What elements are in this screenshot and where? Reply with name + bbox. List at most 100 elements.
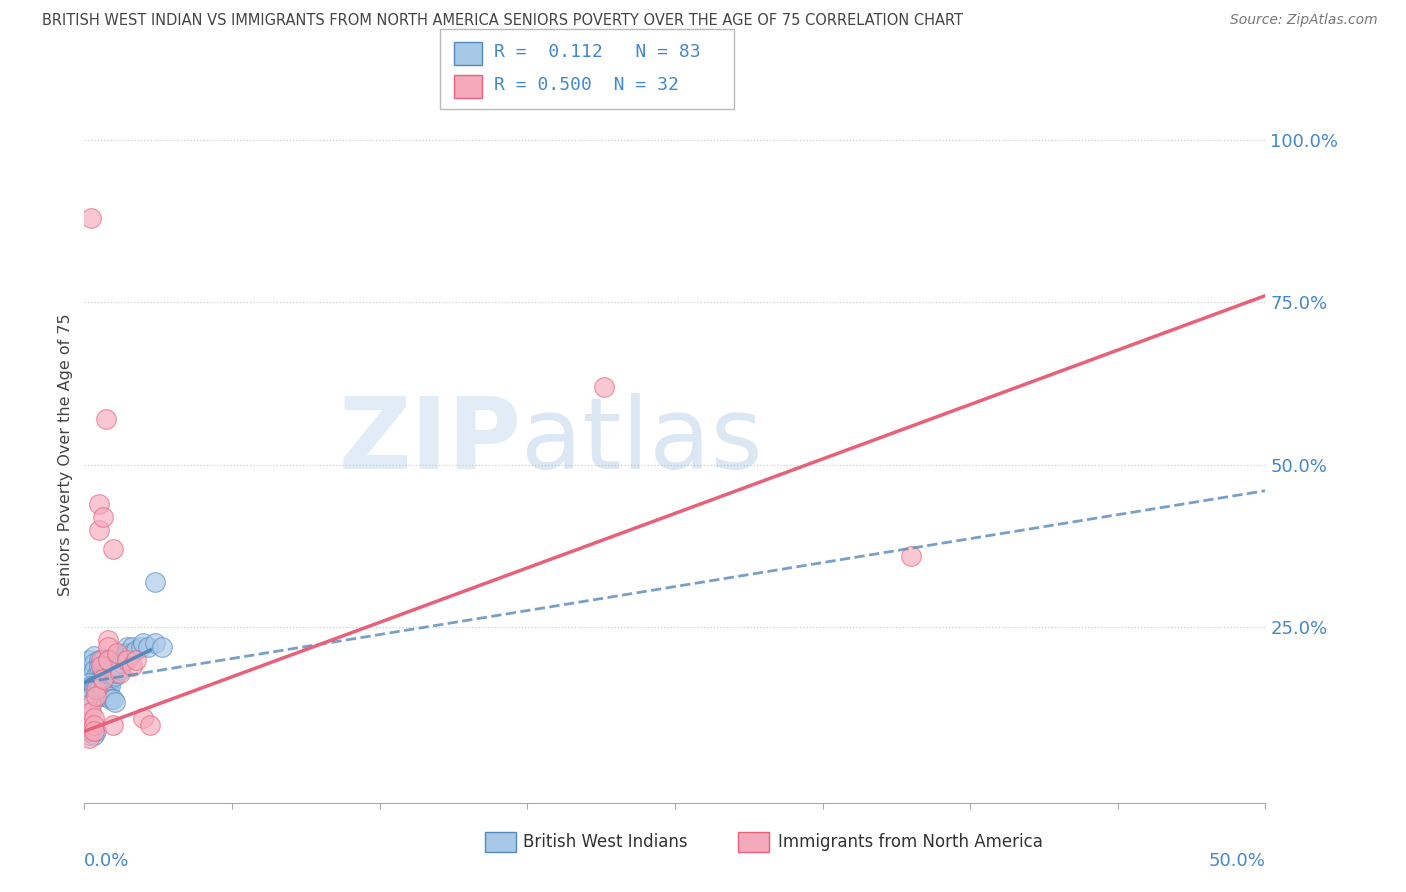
Text: R = 0.500  N = 32: R = 0.500 N = 32 bbox=[494, 76, 678, 94]
Point bbox=[91, 653, 114, 667]
Text: 50.0%: 50.0% bbox=[1209, 852, 1265, 870]
Point bbox=[104, 663, 127, 677]
Point bbox=[87, 681, 110, 696]
Point bbox=[101, 542, 124, 557]
Point bbox=[77, 718, 100, 732]
Point bbox=[97, 665, 120, 680]
Point bbox=[98, 665, 121, 680]
Point bbox=[118, 649, 141, 664]
Point bbox=[121, 640, 143, 654]
Point bbox=[115, 646, 138, 660]
Point bbox=[91, 509, 114, 524]
Point bbox=[84, 675, 107, 690]
Point bbox=[94, 656, 117, 670]
Point bbox=[108, 663, 131, 677]
Point bbox=[83, 724, 105, 739]
Point bbox=[101, 665, 124, 680]
Point bbox=[132, 636, 155, 650]
Point bbox=[87, 497, 110, 511]
Point bbox=[84, 681, 107, 696]
Point bbox=[593, 379, 616, 393]
Point bbox=[150, 640, 173, 654]
Text: R =  0.112   N = 83: R = 0.112 N = 83 bbox=[494, 43, 700, 61]
Point bbox=[83, 656, 105, 670]
Point bbox=[114, 646, 136, 660]
Point bbox=[143, 574, 166, 589]
Point bbox=[115, 640, 138, 654]
Text: ZIP: ZIP bbox=[339, 392, 522, 490]
Point bbox=[90, 659, 112, 673]
Point bbox=[97, 672, 120, 686]
Y-axis label: Seniors Poverty Over the Age of 75: Seniors Poverty Over the Age of 75 bbox=[58, 314, 73, 596]
Point bbox=[91, 672, 114, 686]
Point bbox=[77, 731, 100, 745]
Point bbox=[107, 659, 129, 673]
Point bbox=[91, 685, 114, 699]
Point bbox=[91, 663, 114, 677]
Point bbox=[107, 665, 129, 680]
Point bbox=[83, 681, 105, 696]
Point bbox=[125, 643, 148, 657]
Point bbox=[111, 649, 134, 664]
Point bbox=[87, 523, 110, 537]
Point bbox=[108, 665, 131, 680]
Point bbox=[94, 412, 117, 426]
Point bbox=[98, 659, 121, 673]
Point bbox=[121, 659, 143, 673]
Text: 0.0%: 0.0% bbox=[84, 852, 129, 870]
Point bbox=[104, 695, 127, 709]
Point bbox=[83, 718, 105, 732]
Point bbox=[87, 653, 110, 667]
Point bbox=[139, 718, 162, 732]
Point bbox=[77, 675, 100, 690]
Point bbox=[108, 653, 131, 667]
Point bbox=[84, 681, 107, 696]
Point bbox=[84, 685, 107, 699]
Point bbox=[97, 653, 120, 667]
Point bbox=[83, 649, 105, 664]
Point bbox=[98, 691, 121, 706]
Point bbox=[84, 724, 107, 739]
Point bbox=[91, 681, 114, 696]
Text: Immigrants from North America: Immigrants from North America bbox=[778, 833, 1042, 851]
Point bbox=[97, 659, 120, 673]
Point bbox=[90, 685, 112, 699]
Point bbox=[98, 679, 121, 693]
Point bbox=[77, 669, 100, 683]
Point bbox=[83, 679, 105, 693]
Point bbox=[98, 672, 121, 686]
Point bbox=[94, 689, 117, 703]
Point bbox=[83, 727, 105, 741]
Point bbox=[80, 211, 103, 225]
Point bbox=[90, 681, 112, 696]
Point bbox=[76, 698, 98, 713]
Point bbox=[91, 675, 114, 690]
Point bbox=[80, 705, 103, 719]
Point bbox=[90, 675, 112, 690]
Point bbox=[80, 679, 103, 693]
Point bbox=[84, 689, 107, 703]
Text: atlas: atlas bbox=[522, 392, 763, 490]
Point bbox=[101, 659, 124, 673]
Point bbox=[97, 679, 120, 693]
Point bbox=[90, 689, 112, 703]
Point bbox=[104, 669, 127, 683]
Point bbox=[80, 698, 103, 713]
Point bbox=[90, 669, 112, 683]
Point bbox=[84, 669, 107, 683]
Point bbox=[115, 653, 138, 667]
Point bbox=[83, 711, 105, 725]
Point bbox=[77, 653, 100, 667]
Point bbox=[83, 663, 105, 677]
Point bbox=[97, 681, 120, 696]
Point bbox=[87, 659, 110, 673]
Text: British West Indians: British West Indians bbox=[523, 833, 688, 851]
Point bbox=[108, 659, 131, 673]
Point bbox=[94, 675, 117, 690]
Point bbox=[97, 653, 120, 667]
Text: BRITISH WEST INDIAN VS IMMIGRANTS FROM NORTH AMERICA SENIORS POVERTY OVER THE AG: BRITISH WEST INDIAN VS IMMIGRANTS FROM N… bbox=[42, 13, 963, 29]
Point bbox=[94, 681, 117, 696]
Text: Source: ZipAtlas.com: Source: ZipAtlas.com bbox=[1230, 13, 1378, 28]
Point bbox=[94, 669, 117, 683]
Point bbox=[107, 646, 129, 660]
